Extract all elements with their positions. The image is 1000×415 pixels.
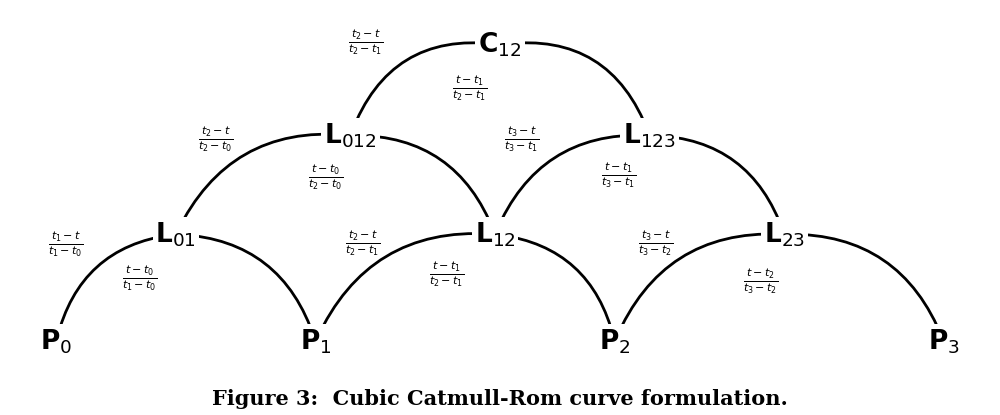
Text: $\mathbf{P}_3$: $\mathbf{P}_3$ [928,327,960,356]
Text: $\mathbf{L}_{12}$: $\mathbf{L}_{12}$ [475,220,515,249]
Text: $\mathbf{P}_1$: $\mathbf{P}_1$ [300,327,331,356]
Text: $\frac{t_2-t}{t_2-t_1}$: $\frac{t_2-t}{t_2-t_1}$ [345,228,380,258]
Text: $\frac{t_2-t}{t_2-t_1}$: $\frac{t_2-t}{t_2-t_1}$ [348,27,383,57]
Text: $\frac{t_3-t}{t_3-t_2}$: $\frac{t_3-t}{t_3-t_2}$ [638,229,673,258]
Text: $\frac{t-t_0}{t_2-t_0}$: $\frac{t-t_0}{t_2-t_0}$ [308,162,343,192]
Text: $\mathbf{L}_{23}$: $\mathbf{L}_{23}$ [764,220,805,249]
Text: $\frac{t_2-t}{t_2-t_0}$: $\frac{t_2-t}{t_2-t_0}$ [198,124,233,154]
Text: $\mathbf{L}_{123}$: $\mathbf{L}_{123}$ [623,121,676,150]
Text: $\frac{t-t_2}{t_3-t_2}$: $\frac{t-t_2}{t_3-t_2}$ [743,266,778,296]
Text: $\mathbf{P}_2$: $\mathbf{P}_2$ [599,327,630,356]
Text: $\frac{t-t_1}{t_3-t_1}$: $\frac{t-t_1}{t_3-t_1}$ [601,160,636,190]
Text: $\frac{t-t_0}{t_1-t_0}$: $\frac{t-t_0}{t_1-t_0}$ [122,263,158,293]
Text: $\mathbf{L}_{01}$: $\mathbf{L}_{01}$ [155,220,196,249]
Text: $\mathbf{P}_0$: $\mathbf{P}_0$ [40,327,72,356]
Text: $\mathbf{C}_{12}$: $\mathbf{C}_{12}$ [478,30,522,59]
Text: Figure 3:  Cubic Catmull-Rom curve formulation.: Figure 3: Cubic Catmull-Rom curve formul… [212,390,788,410]
Text: $\frac{t_1-t}{t_1-t_0}$: $\frac{t_1-t}{t_1-t_0}$ [48,229,83,259]
Text: $\frac{t-t_1}{t_2-t_1}$: $\frac{t-t_1}{t_2-t_1}$ [429,260,464,289]
Text: $\mathbf{L}_{012}$: $\mathbf{L}_{012}$ [324,121,377,150]
Text: $\frac{t_3-t}{t_3-t_1}$: $\frac{t_3-t}{t_3-t_1}$ [504,124,539,154]
Text: $\frac{t-t_1}{t_2-t_1}$: $\frac{t-t_1}{t_2-t_1}$ [452,74,487,103]
